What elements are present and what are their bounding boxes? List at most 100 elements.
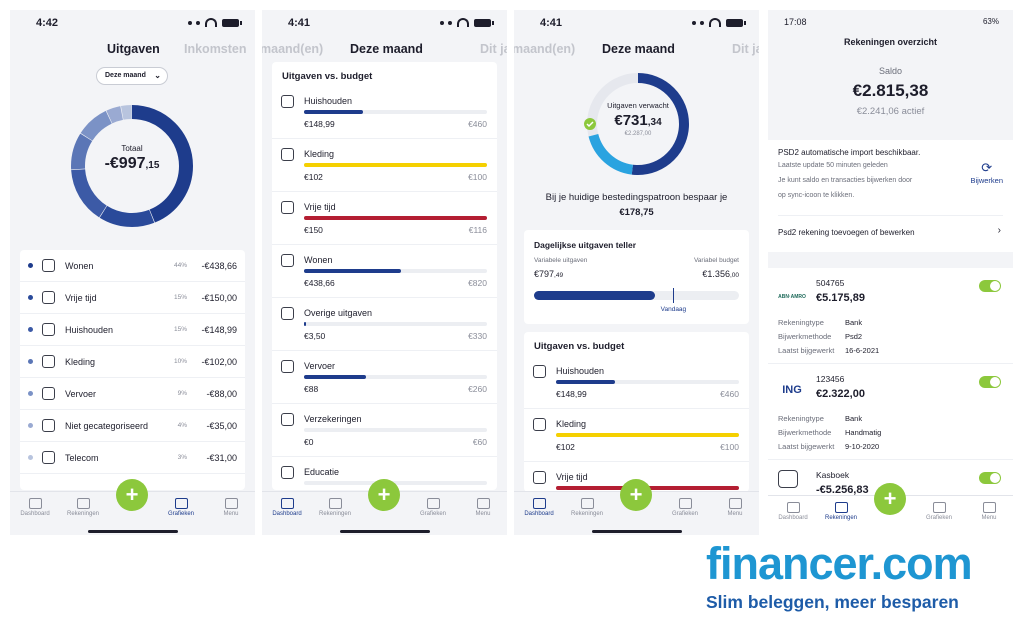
chevron-right-icon: › — [997, 225, 1001, 236]
category-name: Huishouden — [65, 325, 114, 335]
nav-rekeningen[interactable]: Rekeningen — [816, 502, 866, 521]
period-dropdown-label: Deze maand — [105, 72, 146, 79]
nav-dashboard[interactable]: Dashboard — [262, 498, 312, 517]
category-row[interactable]: Vervoer 9% -€88,00 — [20, 378, 245, 410]
category-amount: -€31,00 — [206, 453, 237, 463]
nav-menu[interactable]: Menu — [964, 502, 1013, 521]
category-row[interactable]: Kleding 10% -€102,00 — [20, 346, 245, 378]
budget-row[interactable]: Verzekeringen €0 €60 — [272, 404, 497, 457]
wifi-icon — [457, 18, 469, 27]
nav-rekeningen[interactable]: Rekeningen — [310, 498, 360, 517]
savings-text: Bij je huidige bestedingspatroon bespaar… — [545, 192, 728, 203]
psd2-link[interactable]: Psd2 rekening toevoegen of bewerken — [778, 228, 915, 237]
variable-spent-label: Variabele uitgaven — [534, 257, 588, 264]
nav-grafieken-label: Grafieken — [925, 515, 952, 521]
tab-previous-months[interactable]: maand(en) — [262, 42, 324, 56]
donut-expected-cents: ,34 — [647, 117, 662, 128]
account-balance: €5.175,89 — [816, 292, 865, 304]
donut-slice-kleding — [71, 105, 193, 227]
status-bar: 4:42 — [10, 10, 255, 36]
account-number: Kasboek — [816, 470, 850, 480]
devices-icon — [42, 451, 55, 464]
signal-icon — [188, 20, 200, 25]
tab-uitgaven[interactable]: Uitgaven — [107, 42, 160, 56]
image-icon — [42, 291, 55, 304]
category-row[interactable]: Vrije tijd 15% -€150,00 — [20, 282, 245, 314]
tab-this-year[interactable]: Dit ja — [480, 42, 507, 56]
nav-grafieken[interactable]: Grafieken — [408, 498, 458, 517]
budget-spent: €102 — [304, 172, 323, 182]
account-toggle[interactable] — [979, 280, 1001, 292]
budget-row[interactable]: Overige uitgaven €3,50 €330 — [272, 298, 497, 351]
nav-rekeningen[interactable]: Rekeningen — [58, 498, 108, 517]
budget-row[interactable]: Educatie — [272, 457, 497, 490]
budget-spent: €88 — [304, 384, 319, 394]
category-row[interactable]: Huishouden 15% -€148,99 — [20, 314, 245, 346]
account-type: Bank — [845, 414, 863, 423]
budget-fill — [304, 375, 367, 379]
nav-dashboard[interactable]: Dashboard — [768, 502, 818, 521]
battery-icon — [726, 18, 746, 27]
sync-icon: ⟳ — [981, 160, 993, 175]
account-row[interactable]: ABN·AMRO 504765 €5.175,89 Rekeningtype Bank B… — [768, 268, 1013, 364]
bank-icon — [834, 502, 848, 513]
nav-grafieken[interactable]: Grafieken — [156, 498, 206, 517]
nav-dashboard[interactable]: Dashboard — [10, 498, 60, 517]
nav-grafieken[interactable]: Grafieken — [660, 498, 710, 517]
graduation-icon — [281, 466, 294, 479]
variable-spent: €797 — [534, 269, 555, 279]
image-icon — [281, 201, 294, 214]
budget-row[interactable]: Kleding €102 €100 — [272, 139, 497, 192]
category-row[interactable]: Wonen 44% -€438,66 — [20, 250, 245, 282]
budget-limit: €60 — [472, 437, 487, 447]
budget-row[interactable]: Wonen €438,66 €820 — [272, 245, 497, 298]
account-row[interactable]: ING 123456 €2.322,00 Rekeningtype Bank Bijwer… — [768, 364, 1013, 460]
tab-this-month[interactable]: Deze maand — [602, 42, 675, 56]
budget-row[interactable]: Huishouden €148,99 €460 — [272, 86, 497, 139]
nav-dashboard[interactable]: Dashboard — [514, 498, 564, 517]
sync-button[interactable]: ⟳ Bijwerken — [970, 160, 1003, 185]
add-button[interactable]: + — [368, 479, 400, 511]
screen-dashboard: 4:41 maand(en) Deze maand Dit ja Uitgave… — [514, 10, 759, 535]
category-percent: 4% — [177, 422, 187, 429]
nav-rekeningen-label: Rekeningen — [570, 511, 604, 517]
budget-track — [304, 110, 487, 114]
tab-inkomsten[interactable]: Inkomsten — [184, 42, 247, 56]
budget-category: Huishouden — [556, 366, 605, 376]
question-icon — [42, 419, 55, 432]
account-row[interactable]: Kasboek -€5.256,83 — [768, 460, 1013, 498]
bottom-nav: Dashboard Rekeningen + Grafieken Menu — [768, 483, 1013, 535]
page-title: Rekeningen overzicht — [843, 37, 938, 47]
nav-menu[interactable]: Menu — [710, 498, 759, 517]
budget-row[interactable]: Vervoer €88 €260 — [272, 351, 497, 404]
nav-grafieken[interactable]: Grafieken — [914, 502, 964, 521]
budget-category: Vrije tijd — [556, 472, 588, 482]
budget-limit: €330 — [468, 331, 487, 341]
tab-this-year[interactable]: Dit ja — [732, 42, 759, 56]
nav-menu[interactable]: Menu — [206, 498, 255, 517]
nav-rekeningen[interactable]: Rekeningen — [562, 498, 612, 517]
tab-previous-months[interactable]: maand(en) — [514, 42, 576, 56]
budget-row[interactable]: Kleding €102 €100 — [524, 409, 749, 462]
period-dropdown[interactable]: Deze maand ⌄ — [96, 67, 168, 85]
tab-this-month[interactable]: Deze maand — [350, 42, 423, 56]
category-list: Wonen 44% -€438,66 Vrije tijd 15% -€150,00 Hui… — [20, 250, 245, 490]
saldo-active: €2.241,06 actief — [856, 106, 925, 117]
account-toggle[interactable] — [979, 376, 1001, 388]
budget-row[interactable]: Vrije tijd €150 €116 — [272, 192, 497, 245]
add-button[interactable]: + — [116, 479, 148, 511]
home-icon — [281, 254, 294, 267]
category-row[interactable]: Telecom 3% -€31,00 — [20, 442, 245, 474]
donut-expected-sub: €2.287,00 — [624, 131, 652, 137]
budget-row[interactable]: Huishouden €148,99 €460 — [524, 356, 749, 409]
add-button[interactable]: + — [620, 479, 652, 511]
wifi-icon — [709, 18, 721, 27]
add-button[interactable]: + — [874, 483, 906, 515]
category-row[interactable]: Niet gecategoriseerd 4% -€35,00 — [20, 410, 245, 442]
home-icon — [532, 498, 546, 509]
account-toggle[interactable] — [979, 472, 1001, 484]
nav-menu[interactable]: Menu — [458, 498, 507, 517]
account-type-label: Rekeningtype — [778, 414, 824, 423]
nav-rekeningen-label: Rekeningen — [318, 511, 352, 517]
budget-spent: €438,66 — [304, 278, 335, 288]
